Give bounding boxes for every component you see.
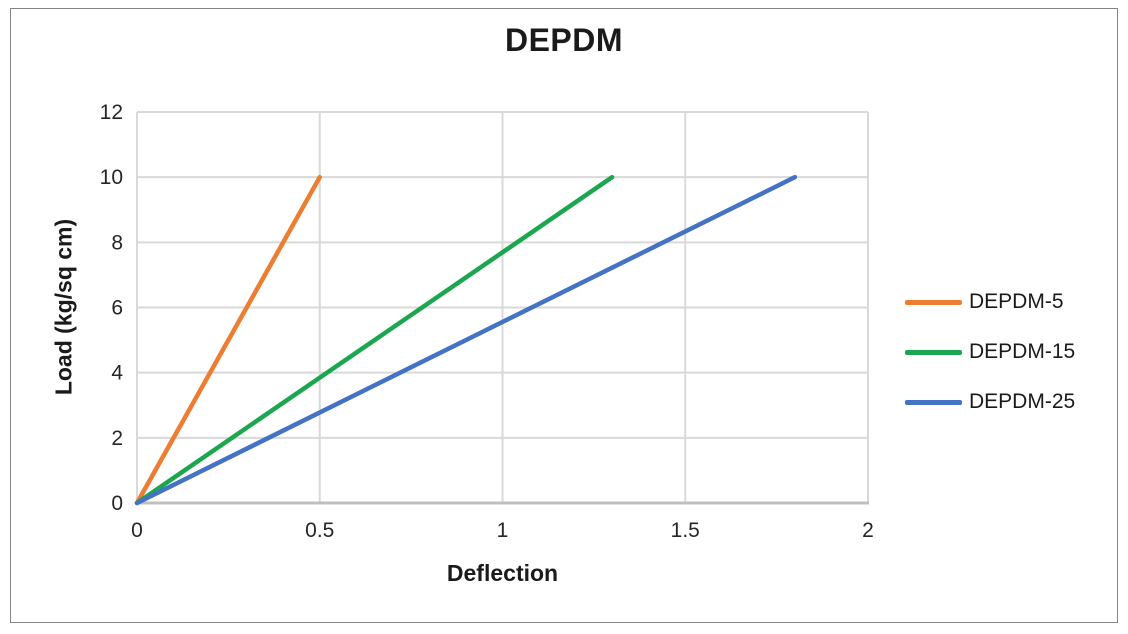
series-line-DEPDM-5 bbox=[134, 174, 322, 506]
legend-swatch-line bbox=[905, 349, 962, 355]
y-tick-label: 2 bbox=[111, 427, 123, 450]
legend-swatch-line bbox=[905, 399, 962, 405]
y-tick-label: 8 bbox=[111, 231, 123, 254]
y-tick-label: 0 bbox=[111, 492, 123, 515]
y-tick-label: 12 bbox=[100, 101, 123, 124]
series-line-DEPDM-15 bbox=[134, 174, 615, 506]
x-tick-label: 1.5 bbox=[671, 519, 700, 542]
chart-title: DEPDM bbox=[504, 22, 624, 58]
x-tick-label: 2 bbox=[862, 519, 874, 542]
y-axis-title: Load (kg/sq cm) bbox=[50, 218, 77, 396]
x-axis-title: Deflection bbox=[446, 560, 559, 586]
legend-swatch-line bbox=[905, 299, 962, 305]
y-tick-label: 4 bbox=[111, 362, 123, 385]
legend: DEPDM-5 DEPDM-15 DEPDM-25 bbox=[905, 289, 1075, 439]
x-tick-label: 1 bbox=[497, 519, 509, 542]
legend-item: DEPDM-25 bbox=[905, 389, 1075, 415]
legend-label: DEPDM-5 bbox=[969, 290, 1064, 313]
legend-label: DEPDM-15 bbox=[969, 340, 1076, 363]
x-tick-label: 0.5 bbox=[305, 519, 334, 542]
legend-item: DEPDM-15 bbox=[905, 339, 1075, 365]
series-line-DEPDM-25 bbox=[134, 174, 798, 506]
y-tick-label: 10 bbox=[100, 166, 123, 189]
legend-label: DEPDM-25 bbox=[969, 390, 1076, 413]
legend-item: DEPDM-5 bbox=[905, 289, 1075, 315]
x-tick-label: 0 bbox=[131, 519, 143, 542]
y-tick-label: 6 bbox=[111, 297, 123, 320]
